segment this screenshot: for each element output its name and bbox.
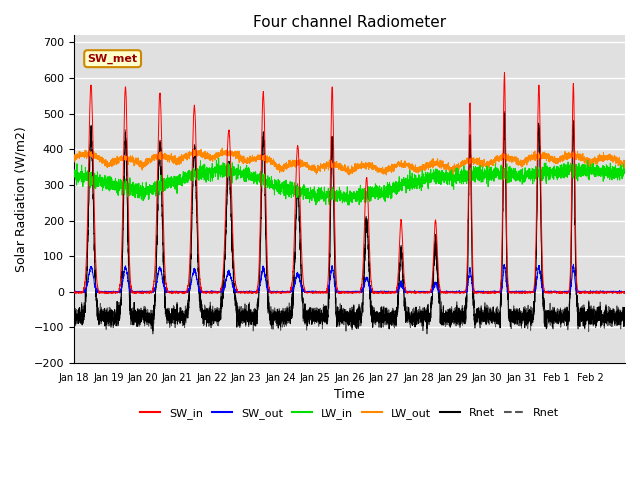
SW_out xyxy=(542,289,550,295)
Y-axis label: Solar Radiation (W/m2): Solar Radiation (W/m2) xyxy=(15,126,28,272)
SW_out xyxy=(621,289,629,295)
Rnet xyxy=(370,314,378,320)
X-axis label: Time: Time xyxy=(334,388,365,401)
LW_out xyxy=(70,155,77,160)
SW_in xyxy=(180,291,188,297)
LW_out xyxy=(370,163,378,169)
Rnet xyxy=(528,315,536,321)
SW_out xyxy=(570,261,577,267)
Rnet xyxy=(399,278,407,284)
SW_in xyxy=(370,290,378,296)
Line: Rnet: Rnet xyxy=(74,113,625,331)
Legend: SW_in, SW_out, LW_in, LW_out, Rnet, Rnet: SW_in, SW_out, LW_in, LW_out, Rnet, Rnet xyxy=(136,403,563,423)
LW_out xyxy=(184,151,192,157)
Rnet xyxy=(70,316,77,322)
Rnet xyxy=(184,298,192,303)
LW_in xyxy=(542,178,550,184)
SW_in xyxy=(500,70,508,75)
Text: SW_met: SW_met xyxy=(88,54,138,64)
LW_out xyxy=(501,153,509,158)
Rnet xyxy=(501,120,509,125)
Line: LW_in: LW_in xyxy=(74,158,625,205)
LW_out xyxy=(382,172,390,178)
SW_in xyxy=(501,77,509,83)
LW_in xyxy=(345,202,353,208)
LW_in xyxy=(621,167,629,173)
SW_out xyxy=(184,288,192,294)
LW_in xyxy=(528,169,536,175)
LW_out xyxy=(621,163,629,169)
Line: SW_out: SW_out xyxy=(74,264,625,293)
Rnet xyxy=(399,279,407,285)
LW_in xyxy=(370,186,378,192)
SW_out xyxy=(500,264,508,270)
Rnet xyxy=(70,313,77,319)
LW_out xyxy=(400,160,408,166)
Rnet xyxy=(149,328,157,334)
Rnet xyxy=(149,331,157,337)
SW_in xyxy=(528,289,536,295)
Rnet xyxy=(542,321,550,326)
SW_out xyxy=(399,285,407,291)
SW_in xyxy=(184,283,192,289)
Rnet xyxy=(370,315,378,321)
SW_out xyxy=(370,288,378,294)
Rnet xyxy=(621,316,629,322)
LW_in xyxy=(70,170,77,176)
Rnet xyxy=(542,317,550,323)
SW_out xyxy=(81,290,88,296)
SW_in xyxy=(542,289,550,295)
Rnet xyxy=(501,114,509,120)
SW_in xyxy=(621,289,629,295)
Rnet xyxy=(500,109,508,115)
Rnet xyxy=(184,301,192,307)
Rnet xyxy=(528,314,536,320)
SW_in xyxy=(399,260,407,265)
Rnet xyxy=(500,110,508,116)
Line: Rnet: Rnet xyxy=(74,112,625,334)
Line: SW_in: SW_in xyxy=(74,72,625,294)
SW_out xyxy=(70,288,77,294)
LW_out xyxy=(218,145,226,151)
LW_in xyxy=(400,183,408,189)
SW_in xyxy=(70,290,77,296)
LW_in xyxy=(501,170,509,176)
LW_out xyxy=(542,155,550,161)
LW_in xyxy=(215,155,223,161)
SW_out xyxy=(528,289,536,295)
LW_out xyxy=(528,156,536,161)
Title: Four channel Radiometer: Four channel Radiometer xyxy=(253,15,446,30)
Line: LW_out: LW_out xyxy=(74,148,625,175)
Rnet xyxy=(621,317,629,323)
LW_in xyxy=(184,170,192,176)
